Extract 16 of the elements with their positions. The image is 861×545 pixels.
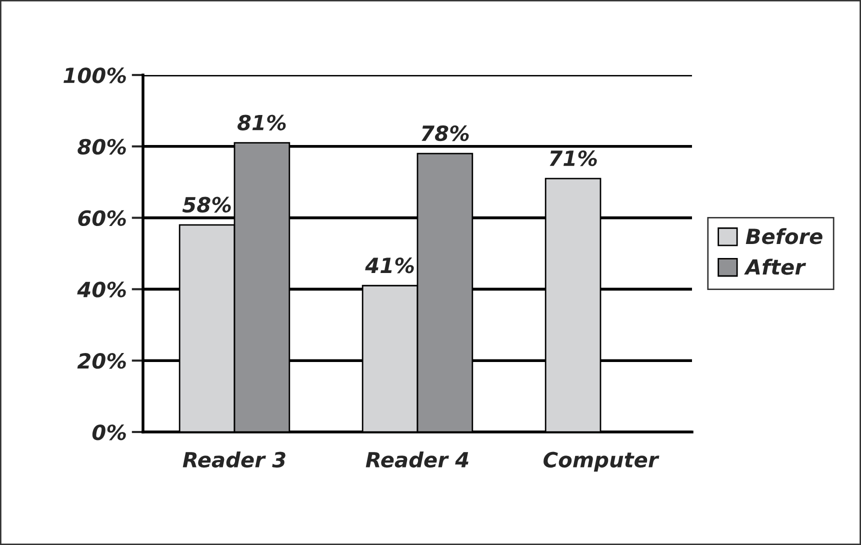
y-tick-label: 80% (78, 138, 126, 155)
y-tick-label: 20% (77, 353, 126, 369)
y-tick-label: 60% (78, 210, 126, 226)
x-tick-label: Reader 4 (366, 451, 468, 468)
legend-label: After (744, 258, 806, 275)
data-label: 58% (182, 196, 231, 213)
x-tick-label: Reader 3 (182, 451, 286, 468)
data-label: 41% (365, 258, 414, 274)
y-tick-label: 100% (64, 67, 126, 84)
x-tick-label: Computer (544, 452, 660, 472)
data-label: 71% (550, 150, 597, 166)
data-label: 78% (422, 125, 469, 142)
y-tick-label: 40% (77, 282, 126, 298)
data-label: 81% (237, 114, 286, 130)
legend-label: Before (746, 228, 822, 244)
y-tick-label: 0% (92, 424, 126, 440)
